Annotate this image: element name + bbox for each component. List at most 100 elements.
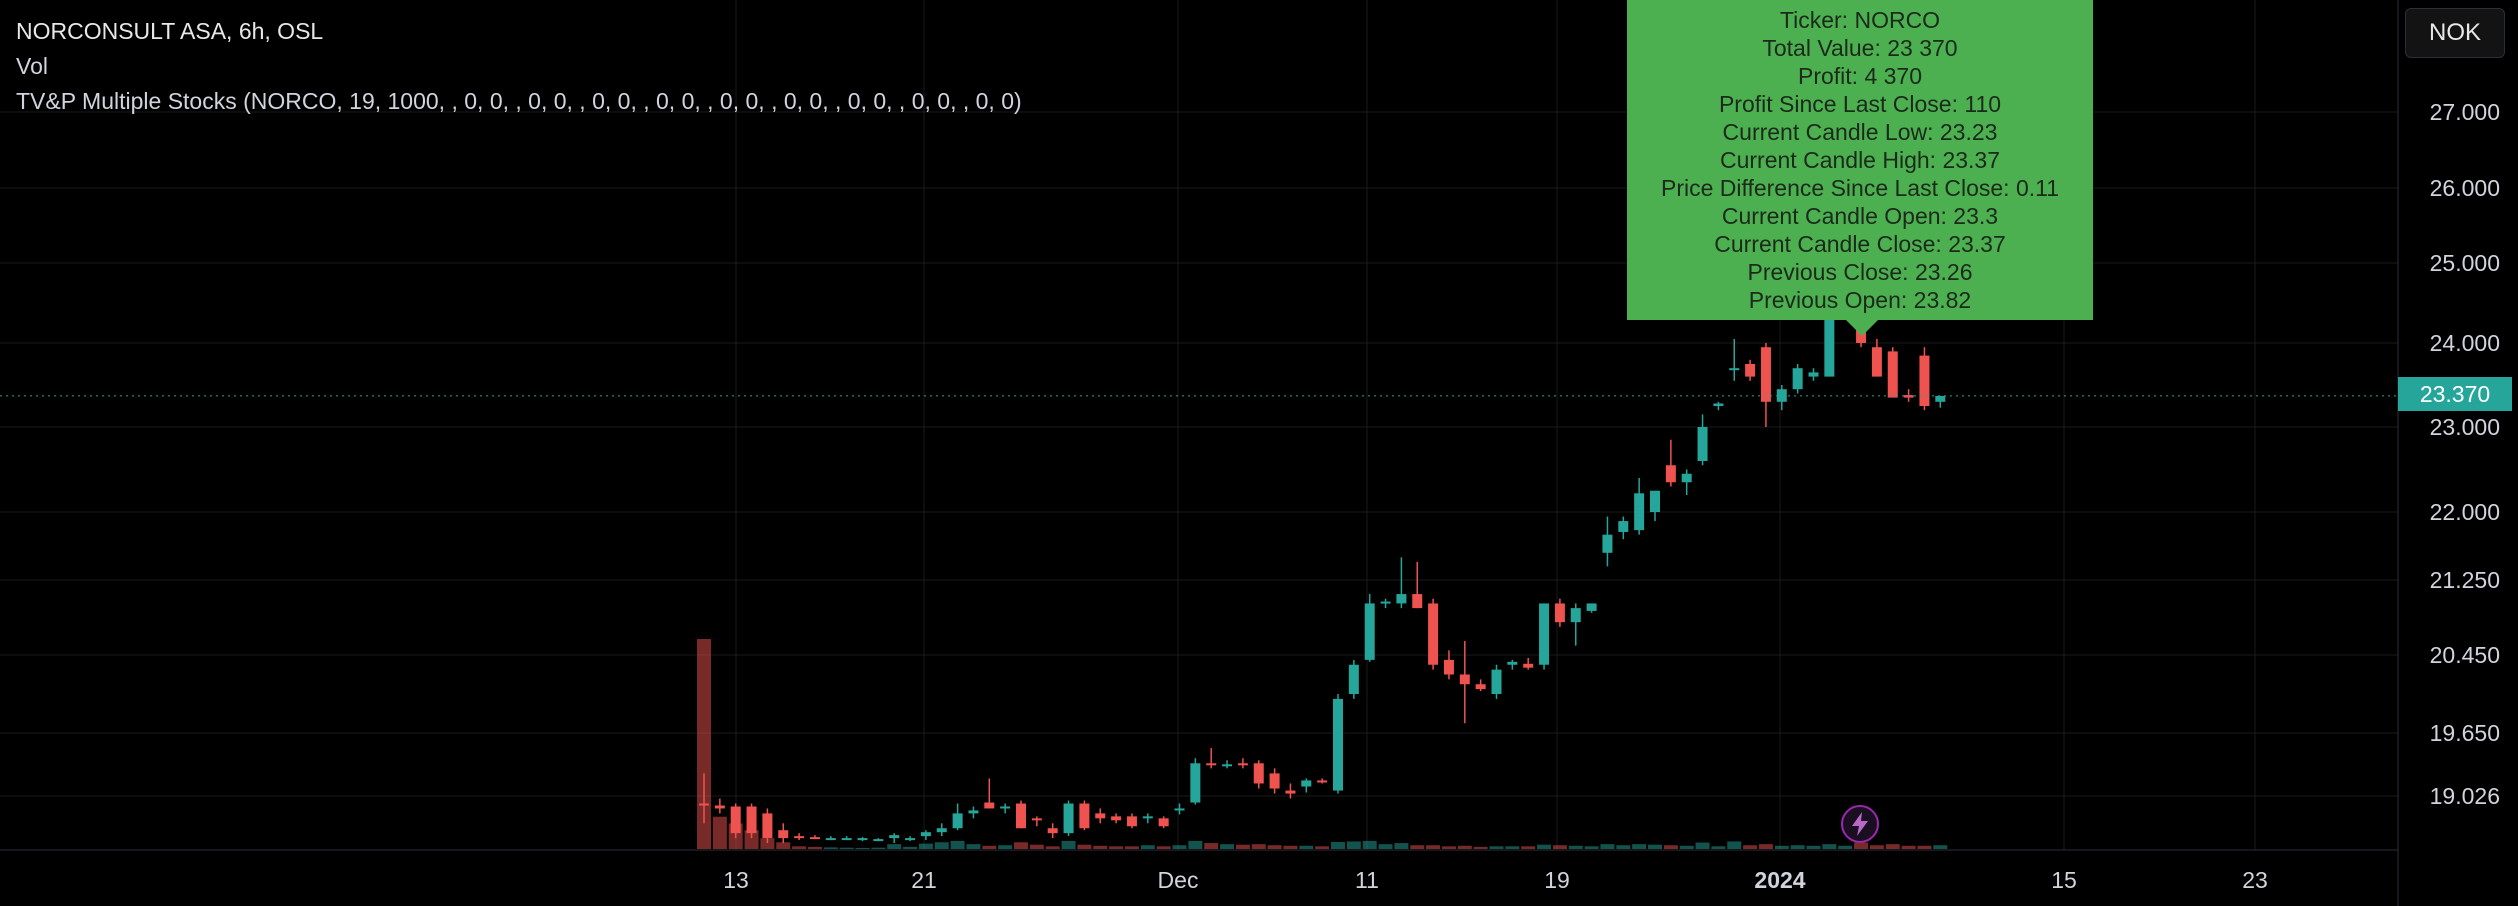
candle[interactable]	[1428, 598, 1439, 670]
tooltip-line: Previous Open: 23.82	[1748, 287, 1972, 313]
candle[interactable]	[1887, 347, 1898, 398]
candle[interactable]	[1142, 813, 1153, 824]
candle[interactable]	[699, 773, 709, 824]
candle[interactable]	[968, 806, 979, 819]
candle[interactable]	[1126, 813, 1137, 829]
candle-body	[1459, 674, 1470, 685]
candle[interactable]	[1000, 803, 1011, 814]
candle[interactable]	[1079, 800, 1090, 831]
candle[interactable]	[889, 833, 900, 844]
candle[interactable]	[1016, 800, 1026, 829]
candle[interactable]	[1031, 816, 1042, 827]
candle[interactable]	[1475, 679, 1486, 692]
candle[interactable]	[952, 803, 963, 831]
candle[interactable]	[1285, 783, 1296, 799]
candle[interactable]	[730, 803, 741, 839]
candle[interactable]	[1491, 664, 1502, 699]
candle[interactable]	[762, 808, 773, 844]
candle[interactable]	[1523, 657, 1534, 670]
candle[interactable]	[1713, 401, 1724, 411]
candle-body	[1697, 427, 1708, 461]
candle[interactable]	[1570, 603, 1581, 646]
candle[interactable]	[1364, 594, 1375, 662]
candle[interactable]	[1808, 368, 1819, 381]
candle[interactable]	[857, 837, 868, 842]
candle[interactable]	[1745, 359, 1756, 381]
candle[interactable]	[1776, 385, 1787, 411]
candle[interactable]	[1396, 557, 1407, 609]
candle[interactable]	[1634, 478, 1645, 535]
volume-legend[interactable]: Vol	[16, 53, 48, 79]
candle-body	[1142, 816, 1153, 819]
candle[interactable]	[1253, 760, 1264, 789]
candle[interactable]	[1190, 758, 1201, 805]
candle[interactable]	[1760, 343, 1771, 427]
candle[interactable]	[746, 803, 757, 839]
candle[interactable]	[1507, 659, 1518, 670]
indicator-legend[interactable]: TV&P Multiple Stocks (NORCO, 19, 1000, ,…	[16, 88, 1022, 114]
volume-bar	[918, 843, 933, 849]
candle[interactable]	[1222, 760, 1233, 769]
candle[interactable]	[1602, 516, 1613, 567]
candle[interactable]	[1459, 640, 1470, 724]
candle[interactable]	[1380, 598, 1391, 609]
candle[interactable]	[1586, 603, 1597, 613]
candle[interactable]	[1158, 816, 1169, 829]
candle[interactable]	[1443, 650, 1454, 680]
candle[interactable]	[1665, 439, 1676, 487]
candle[interactable]	[841, 836, 852, 841]
candle[interactable]	[873, 838, 884, 842]
candle[interactable]	[920, 830, 931, 841]
candle[interactable]	[1348, 659, 1359, 699]
candle[interactable]	[1174, 803, 1185, 815]
candle[interactable]	[1317, 778, 1328, 784]
candle[interactable]	[1935, 395, 1946, 408]
candle[interactable]	[1269, 768, 1280, 794]
candle[interactable]	[1412, 561, 1423, 609]
candle[interactable]	[905, 836, 916, 842]
candle[interactable]	[778, 823, 789, 844]
candle[interactable]	[1871, 339, 1882, 377]
candle[interactable]	[1729, 339, 1740, 381]
candle-body	[1650, 490, 1660, 512]
symbol-title[interactable]: NORCONSULT ASA, 6h, OSL	[16, 18, 324, 44]
candle[interactable]	[1539, 603, 1550, 670]
candle-body	[1000, 806, 1011, 809]
volume-bar	[1600, 844, 1615, 849]
candle[interactable]	[794, 833, 805, 841]
candle[interactable]	[936, 823, 947, 837]
volume-bar	[1743, 845, 1758, 849]
candle[interactable]	[1095, 808, 1106, 824]
candle[interactable]	[825, 836, 836, 841]
candle[interactable]	[714, 798, 725, 814]
candle[interactable]	[1919, 347, 1930, 411]
volume-bar	[1854, 842, 1869, 849]
currency-button[interactable]: NOK	[2405, 8, 2505, 58]
candle[interactable]	[1206, 748, 1217, 769]
candle[interactable]	[1111, 813, 1122, 824]
candle[interactable]	[809, 835, 820, 840]
volume-bar	[1869, 845, 1884, 849]
candle[interactable]	[1554, 598, 1565, 627]
candle[interactable]	[984, 778, 995, 809]
candle-body	[1063, 803, 1074, 834]
candle-body	[952, 813, 963, 829]
volume-bar	[1632, 844, 1647, 849]
volume-bar	[1790, 845, 1805, 849]
candle-body	[794, 836, 805, 839]
candle[interactable]	[1047, 823, 1058, 839]
lightning-icon[interactable]	[1840, 804, 1880, 844]
candle[interactable]	[1333, 694, 1343, 794]
candle[interactable]	[1697, 414, 1708, 466]
candle[interactable]	[1237, 758, 1248, 769]
candle[interactable]	[1301, 778, 1312, 793]
candle-body	[762, 813, 773, 839]
candle[interactable]	[1063, 800, 1074, 837]
candle[interactable]	[1792, 364, 1803, 394]
price-tick-label: 23.000	[2430, 414, 2500, 440]
candle[interactable]	[1618, 516, 1629, 540]
tooltip-arrow	[1846, 320, 1878, 336]
candle[interactable]	[1681, 469, 1692, 496]
candle[interactable]	[1650, 490, 1660, 522]
